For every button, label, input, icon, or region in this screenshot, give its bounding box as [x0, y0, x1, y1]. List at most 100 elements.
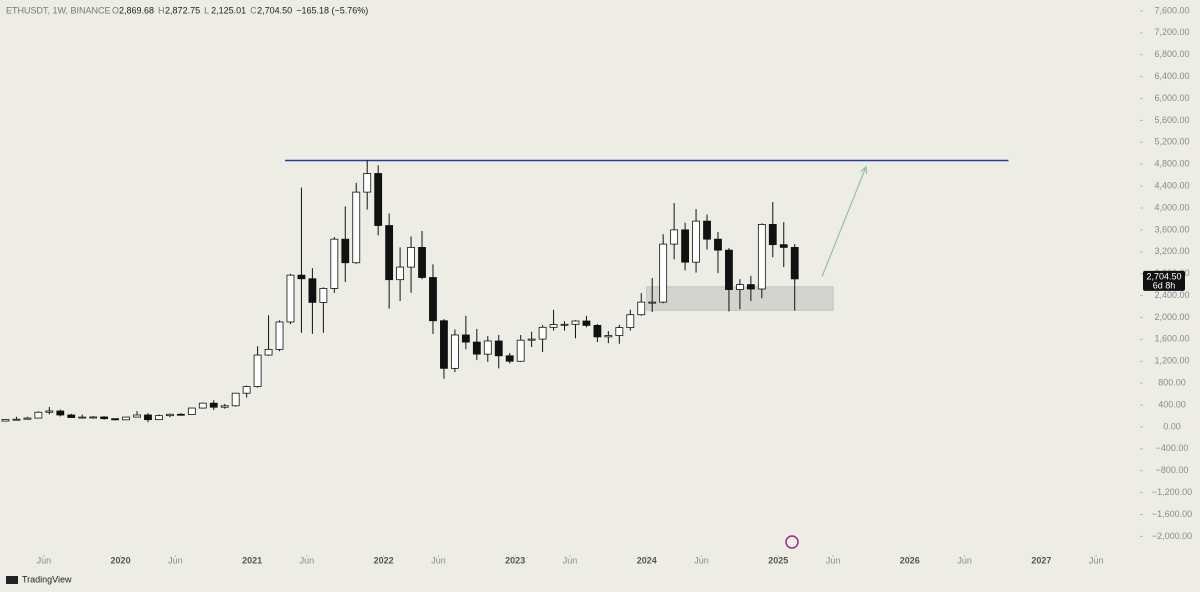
candle-body: [165, 413, 174, 417]
y-tick-label: −800.00: [1156, 465, 1189, 475]
candle-body: [560, 323, 569, 326]
candle-body: [176, 413, 185, 416]
candle-body: [714, 238, 722, 251]
x-tick-label: 2027: [1031, 555, 1051, 565]
x-tick-label: 2024: [637, 555, 657, 565]
candle-body: [681, 229, 690, 263]
y-tick-label: 3,600.00: [1154, 224, 1189, 234]
candle-body: [768, 224, 777, 246]
event-icon: [785, 535, 799, 549]
candle-body: [527, 338, 536, 341]
candle-body: [187, 407, 196, 415]
y-tick-label: 4,800.00: [1154, 159, 1189, 169]
candle-body: [418, 246, 426, 278]
candle-body: [111, 418, 120, 421]
x-tick-label: Jun: [1089, 555, 1104, 565]
candle-body: [308, 278, 317, 303]
ohlc-value: 2,125.01: [211, 5, 246, 15]
candle-body: [56, 410, 65, 416]
candle-body: [483, 340, 492, 355]
x-tick-label: 2025: [768, 555, 788, 565]
candle-body: [352, 191, 361, 264]
candle-body: [604, 335, 613, 338]
ohlc-change: −165.18 (−5.76%): [296, 5, 368, 15]
candle-body: [100, 416, 109, 420]
y-tick-label: 2,400.00: [1154, 290, 1189, 300]
y-tick-label: −400.00: [1156, 443, 1189, 453]
y-tick-label: 6,400.00: [1154, 71, 1189, 81]
y-tick-label: 6,800.00: [1154, 49, 1189, 59]
price-tag-countdown: 6d 8h: [1153, 280, 1176, 290]
candle-body: [725, 249, 733, 290]
candle-body: [319, 288, 328, 303]
candle-body: [757, 224, 766, 290]
candle-body: [659, 243, 668, 303]
plot-area: [1, 159, 1009, 423]
candle-body: [396, 266, 405, 281]
candle-body: [538, 326, 547, 340]
event-marker: [785, 535, 799, 549]
candle-body: [1, 419, 10, 422]
candle-body: [505, 355, 514, 362]
y-tick-label: −1,200.00: [1152, 487, 1192, 497]
candle-body: [297, 274, 306, 280]
y-tick-label: 400.00: [1158, 399, 1186, 409]
candle-body: [516, 339, 525, 362]
candle-body: [330, 238, 339, 289]
candle-body: [790, 246, 799, 280]
x-tick-label: Jun: [431, 555, 446, 565]
ohlc-value: 2,704.50: [257, 5, 292, 15]
y-tick-label: 3,200.00: [1154, 246, 1189, 256]
candle-body: [549, 324, 558, 328]
candle-body: [461, 334, 470, 343]
x-tick-label: Jun: [37, 555, 52, 565]
y-tick-label: 800.00: [1158, 378, 1186, 388]
candle-body: [735, 284, 744, 290]
candle-body: [34, 411, 43, 419]
candle-body: [494, 340, 503, 357]
ohlc-key: L: [204, 5, 209, 15]
brand-logo: [6, 576, 18, 584]
ohlc-key: H: [158, 5, 165, 15]
y-tick-label: 5,200.00: [1154, 137, 1189, 147]
candle-body: [253, 354, 262, 387]
x-tick-label: 2020: [111, 555, 131, 565]
ohlc-key: O: [112, 5, 119, 15]
brand: TradingView: [6, 574, 72, 584]
candle-body: [472, 341, 481, 355]
candle-body: [23, 417, 32, 420]
price-tag: [1143, 270, 1185, 291]
candle-body: [407, 246, 415, 268]
candle-body: [133, 414, 141, 418]
candle-body: [144, 414, 152, 421]
candle-body: [363, 173, 372, 193]
candle-body: [593, 324, 602, 338]
candle-body: [582, 320, 591, 326]
ohlc-legend: O 2,869.68 H 2,872.75 L 2,125.01 C 2,704.50 −165…: [112, 5, 368, 15]
x-tick-label: 2026: [900, 555, 920, 565]
candle-body: [637, 301, 646, 316]
x-tick-label: Jun: [168, 555, 183, 565]
brand-name: TradingView: [22, 574, 72, 584]
candle-body: [385, 225, 394, 281]
x-tick-label: Jun: [826, 555, 841, 565]
candle-body: [615, 327, 624, 336]
ohlc-value: 2,872.75: [165, 5, 200, 15]
y-tick-label: 7,600.00: [1154, 5, 1189, 15]
y-tick-label: 7,200.00: [1154, 27, 1189, 37]
candle-body: [155, 415, 163, 421]
candle-body: [264, 348, 273, 356]
x-tick-label: Jun: [694, 555, 709, 565]
candle-body: [209, 402, 218, 408]
candle-body: [648, 301, 657, 304]
candle-body: [626, 314, 635, 328]
candle-body: [779, 244, 788, 248]
symbol: ETHUSDT, 1W, BINANCE: [6, 5, 111, 15]
candle-body: [231, 392, 240, 407]
y-tick-label: 6,000.00: [1154, 93, 1189, 103]
candle-body: [571, 320, 580, 325]
candle-body: [746, 284, 755, 290]
candle-body: [242, 386, 251, 394]
